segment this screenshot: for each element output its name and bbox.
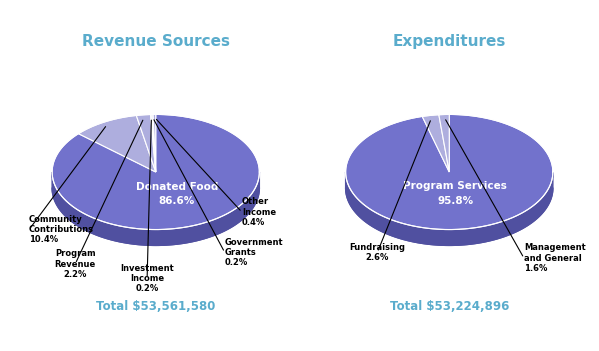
Polygon shape [78,115,156,172]
Polygon shape [52,172,259,245]
Text: Management
and General
1.6%: Management and General 1.6% [524,244,586,273]
Text: Other
Income
0.4%: Other Income 0.4% [242,197,276,227]
Polygon shape [52,114,259,230]
Text: Expenditures: Expenditures [392,34,506,49]
Text: 86.6%: 86.6% [159,196,195,206]
Polygon shape [346,172,553,245]
Text: Revenue Sources: Revenue Sources [81,34,230,49]
Text: Community
Contributions
10.4%: Community Contributions 10.4% [29,215,94,244]
Text: Investment
Income
0.2%: Investment Income 0.2% [120,264,174,293]
Polygon shape [439,114,449,172]
Text: Total $53,224,896: Total $53,224,896 [389,300,509,313]
Polygon shape [346,114,553,230]
Polygon shape [150,114,156,172]
Polygon shape [52,188,259,245]
Text: Donated Food: Donated Food [136,182,218,192]
Text: 95.8%: 95.8% [437,196,473,206]
Polygon shape [153,114,156,172]
Text: Program
Revenue
2.2%: Program Revenue 2.2% [55,249,96,279]
Polygon shape [422,115,449,172]
Text: Fundraising
2.6%: Fundraising 2.6% [349,243,406,262]
Polygon shape [137,114,156,172]
Polygon shape [152,114,156,172]
Text: Total $53,561,580: Total $53,561,580 [96,300,216,313]
Text: Government
Grants
0.2%: Government Grants 0.2% [225,238,283,267]
Text: Program Services: Program Services [403,181,507,191]
Polygon shape [346,188,553,245]
